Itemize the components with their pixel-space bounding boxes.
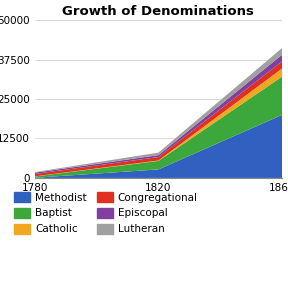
Title: Growth of Denominations: Growth of Denominations — [62, 5, 254, 18]
Legend: Methodist, Baptist, Catholic, Congregational, Episcopal, Lutheran: Methodist, Baptist, Catholic, Congregati… — [11, 189, 201, 237]
